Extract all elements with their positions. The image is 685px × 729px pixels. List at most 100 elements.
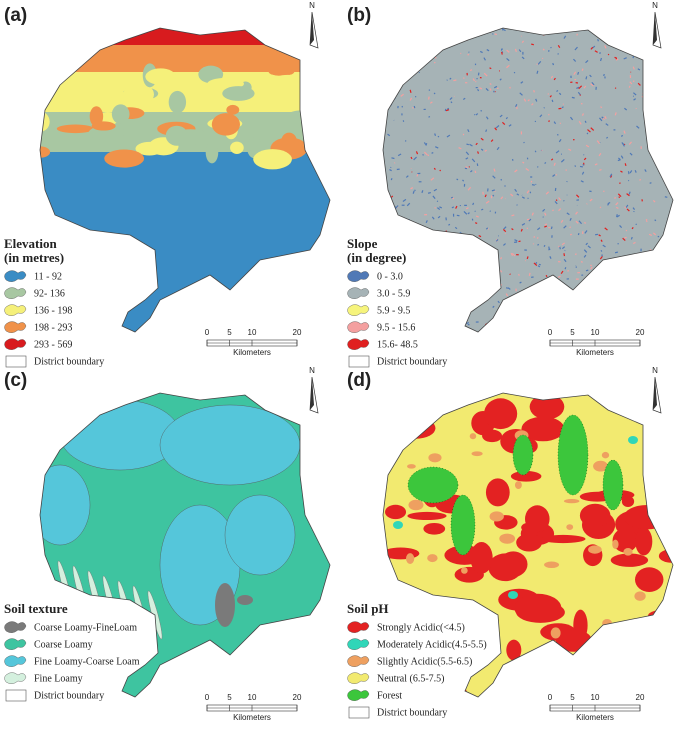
panel-label: (d) (347, 370, 371, 391)
slope-texture (533, 90, 535, 93)
slope-texture (614, 251, 619, 254)
slope-texture (599, 117, 603, 122)
slope-texture (511, 228, 514, 231)
north-arrow-half (310, 377, 314, 410)
slope-texture (617, 193, 622, 198)
slope-texture (445, 109, 450, 112)
legend-swatch (4, 655, 27, 667)
slope-texture (557, 44, 561, 48)
slope-texture (463, 329, 466, 332)
slope-texture (590, 127, 595, 131)
scale-tick-label: 5 (227, 693, 232, 702)
slope-texture (410, 187, 414, 190)
slope-texture (603, 36, 607, 40)
slope-texture (557, 295, 561, 299)
slope-texture (500, 257, 502, 260)
slope-texture (586, 132, 589, 135)
scale-tick-label: 5 (570, 693, 575, 702)
slope-texture (561, 246, 566, 250)
slope-texture (560, 158, 565, 163)
slope-texture (657, 321, 661, 325)
slope-texture (587, 129, 591, 133)
elevation-patch (165, 125, 188, 146)
slope-texture (660, 89, 665, 93)
slope-texture (649, 28, 653, 29)
slope-texture (581, 303, 585, 307)
slope-texture (564, 318, 567, 321)
slope-texture (580, 261, 583, 263)
slope-texture (559, 246, 561, 250)
ph-patch (643, 415, 656, 434)
slope-texture (603, 317, 607, 321)
slope-texture (484, 194, 487, 198)
slope-texture (537, 227, 541, 231)
slope-texture (480, 137, 484, 141)
slope-texture (649, 303, 653, 307)
slope-texture (638, 44, 641, 47)
slope-texture (485, 227, 489, 230)
slope-texture (605, 123, 609, 126)
slope-texture (510, 315, 515, 320)
ph-patch (408, 499, 424, 511)
legend-label: 293 - 569 (34, 339, 72, 350)
slope-texture (568, 148, 572, 151)
texture-zone (40, 464, 91, 546)
slope-texture (409, 89, 412, 93)
legend-swatch (347, 321, 370, 333)
panel-label: (b) (347, 5, 371, 26)
slope-texture (472, 202, 475, 206)
slope-texture (527, 328, 532, 332)
slope-texture (503, 226, 507, 230)
legend-label: 92- 136 (34, 288, 65, 299)
slope-texture (568, 313, 571, 316)
slope-texture (664, 242, 668, 246)
ph-patch (407, 464, 416, 469)
slope-texture (474, 170, 477, 174)
slope-texture (388, 94, 392, 97)
slope-texture (515, 104, 518, 108)
slope-texture (597, 38, 600, 42)
slope-texture (632, 241, 636, 245)
slope-texture (635, 223, 637, 226)
slope-texture (523, 141, 525, 144)
scale-tick-label: 0 (548, 693, 553, 702)
slope-texture (536, 299, 540, 303)
slope-texture (628, 85, 631, 88)
slope-texture (409, 268, 412, 270)
slope-texture (499, 114, 503, 118)
map (40, 393, 330, 697)
slope-texture (446, 107, 450, 110)
elevation-patch (40, 111, 50, 132)
north-arrow-half (310, 12, 314, 45)
texture-zone (224, 494, 296, 576)
slope-texture (474, 222, 478, 224)
scale-tick-label: 10 (591, 693, 600, 702)
elevation-patch (74, 93, 95, 108)
slope-texture (458, 147, 462, 150)
slope-texture (427, 303, 430, 306)
slope-texture (405, 239, 410, 242)
slope-texture (465, 151, 470, 156)
slope-texture (621, 312, 624, 316)
slope-texture (383, 209, 387, 213)
slope-texture (549, 256, 552, 259)
legend-label: Fine Loamy-Coarse Loam (34, 656, 140, 667)
slope-texture (559, 294, 562, 297)
slope-texture (609, 173, 613, 178)
slope-texture (510, 252, 514, 256)
slope-texture (435, 146, 439, 149)
scale-tick-label: 0 (205, 693, 210, 702)
legend-swatch (4, 338, 27, 350)
slope-texture (453, 79, 457, 82)
legend-label: 5.9 - 9.5 (377, 305, 410, 316)
slope-texture (663, 70, 666, 73)
ph-patch (384, 410, 419, 439)
slope-texture (611, 328, 614, 332)
slope-texture (434, 133, 437, 137)
slope-texture (423, 151, 428, 156)
slope-texture (463, 210, 468, 215)
slope-texture (553, 77, 556, 81)
slope-texture (431, 152, 434, 154)
slope-texture (526, 218, 530, 221)
slope-texture (640, 267, 644, 271)
